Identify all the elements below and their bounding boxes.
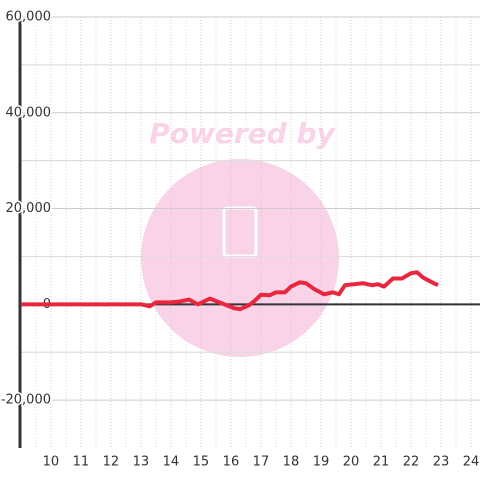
x-tick-label: 21 [373, 455, 390, 470]
y-tick-label: -20,000 [1, 393, 51, 408]
x-tick-label: 13 [133, 455, 150, 470]
x-tick-label: 12 [103, 455, 120, 470]
x-tick-label: 19 [313, 455, 330, 470]
x-tick-label: 14 [163, 455, 180, 470]
x-tick-label: 23 [433, 455, 450, 470]
line [20, 270, 439, 312]
x-tick-label: 15 [193, 455, 210, 470]
x-tick-label: 20 [343, 455, 360, 470]
x-tick-label: 16 [223, 455, 240, 470]
x-tick-label: 10 [43, 455, 60, 470]
x-tick-label: 22 [403, 455, 420, 470]
x-tick-label: 18 [283, 455, 300, 470]
x-tick-label: 11 [73, 455, 90, 470]
y-tick-label: 60,000 [6, 10, 52, 25]
y-tick-label: 40,000 [6, 105, 52, 120]
x-tick-label: 17 [253, 455, 270, 470]
watermark-text: Powered by [149, 117, 336, 150]
x-tick-label: 24 [463, 455, 480, 470]
y-tick-label: 20,000 [6, 201, 52, 216]
